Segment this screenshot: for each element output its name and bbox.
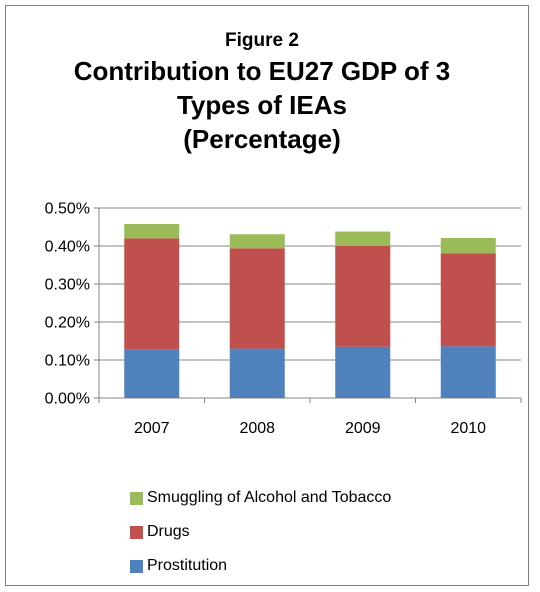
bar-segment-2009-drugs [335,246,391,347]
legend-label-smuggling: Smuggling of Alcohol and Tobacco [147,489,392,506]
bar-segment-2010-smuggling [440,238,496,254]
figure-label: Figure 2 [225,30,299,51]
legend-label-drugs: Drugs [147,523,190,540]
bar-segment-2007-prostitution [124,349,180,398]
y-tick-label-0: 0.00% [45,391,90,408]
bar-segment-2009-smuggling [335,231,391,246]
y-tick-label-5: 0.50% [45,201,90,218]
bar-segment-2009-prostitution [335,346,391,398]
legend-swatch-drugs [130,525,143,539]
legend-item-drugs: Drugs [130,515,391,549]
chart-title-line-1: Contribution to EU27 GDP of 3 [73,56,451,86]
bar-segment-2007-drugs [124,238,180,350]
y-tick-label-4: 0.40% [45,239,90,256]
y-tick-label-1: 0.10% [45,353,90,370]
legend-swatch-prostitution [130,559,143,573]
bar-segment-2008-smuggling [229,234,285,249]
chart-title-block: Figure 2 Contribution to EU27 GDP of 3 T… [0,28,524,156]
legend-item-smuggling: Smuggling of Alcohol and Tobacco [130,481,391,515]
y-tick-label-3: 0.30% [45,277,90,294]
bar-segment-2010-prostitution [440,346,496,398]
x-tick-label-2009: 2009 [345,420,381,437]
bar-segment-2008-drugs [229,248,285,349]
x-tick-label-2007: 2007 [134,420,170,437]
chart-title-line-3: (Percentage) [183,124,341,154]
x-tick-label-2008: 2008 [239,420,275,437]
chart-legend: Smuggling of Alcohol and Tobacco Drugs P… [130,481,391,583]
bar-segment-2007-smuggling [124,223,180,239]
chart-title-line-2: Types of IEAs [176,90,347,120]
legend-item-prostitution: Prostitution [130,549,391,583]
x-tick-label-2010: 2010 [450,420,486,437]
legend-label-prostitution: Prostitution [147,557,228,574]
y-tick-label-2: 0.20% [45,315,90,332]
bar-segment-2010-drugs [440,253,496,347]
bar-segment-2008-prostitution [229,348,285,398]
legend-swatch-smuggling [130,491,143,505]
